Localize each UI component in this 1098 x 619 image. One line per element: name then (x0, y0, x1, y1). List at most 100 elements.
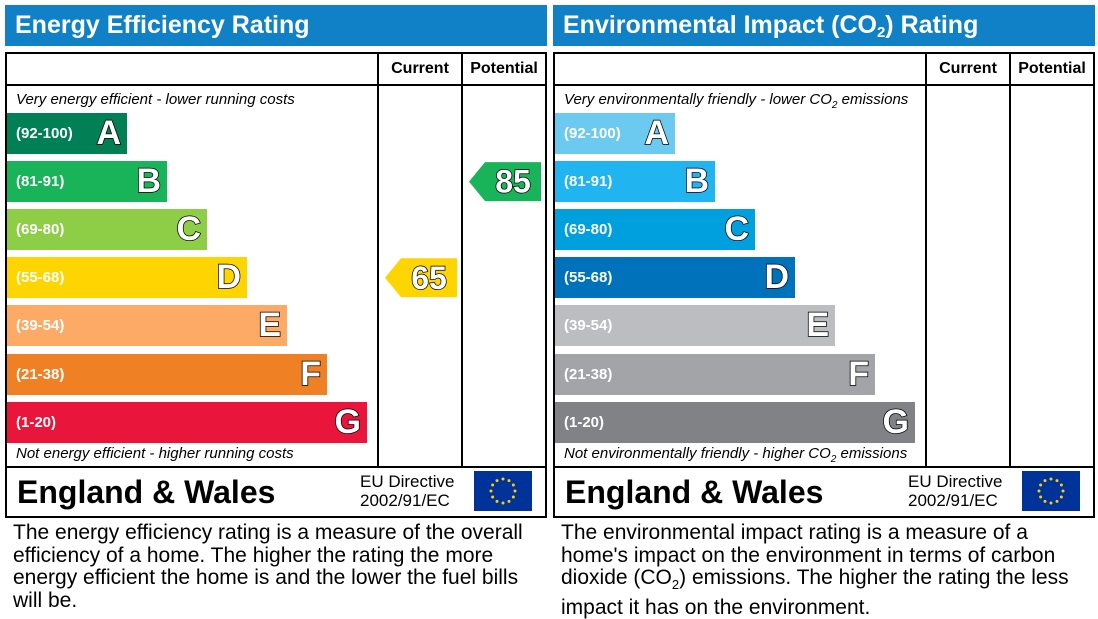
current-column-divider (925, 54, 927, 466)
flag-star (513, 489, 517, 493)
current-column-divider (377, 54, 379, 466)
band-range: (1-20) (16, 413, 57, 431)
environmental-impact-description: The environmental impact rating is a mea… (561, 521, 1069, 619)
energy-efficiency-footer: England & Wales EU Directive 2002/91/EC (5, 466, 547, 518)
flag-star (1039, 495, 1043, 499)
environmental-impact-footer: England & Wales EU Directive 2002/91/EC (553, 466, 1095, 518)
band-a: (92-100) A (7, 113, 127, 154)
flag-star (1049, 477, 1053, 481)
flag-star (1055, 499, 1059, 503)
band-range: (81-91) (16, 173, 65, 191)
band-range: (92-100) (564, 125, 621, 142)
energy-efficiency-description: The energy efficiency rating is a measur… (13, 521, 523, 612)
band-g: (1-20) G (7, 401, 367, 443)
band-letter: C (176, 209, 202, 249)
band-letter: B (136, 161, 162, 201)
band-range: (1-20) (564, 413, 605, 431)
band-c: (69-80) C (7, 209, 207, 251)
current-column-header: Current (939, 60, 997, 77)
environmental-impact-panel: Environmental Impact (CO2) Rating Curren… (553, 5, 1095, 618)
flag-star (1037, 489, 1041, 493)
flag-star (507, 499, 511, 503)
band-range: (55-68) (16, 269, 65, 287)
flag-star (1059, 483, 1063, 487)
band-letter: C (724, 209, 750, 249)
bottom-caption: Not environmentally friendly - higher CO… (564, 445, 908, 465)
band-letter: F (299, 354, 321, 394)
flag-star (501, 501, 505, 505)
region-label: England & Wales (565, 474, 824, 510)
flag-star (489, 489, 493, 493)
region-label: England & Wales (17, 474, 276, 510)
directive-line-2: 2002/91/EC (360, 491, 450, 510)
band-b: (81-91) B (7, 161, 167, 203)
directive-line-1: EU Directive (908, 472, 1003, 491)
potential-column-header: Potential (470, 60, 538, 77)
energy-efficiency-title: Energy Efficiency Rating (5, 5, 547, 46)
eu-flag-icon (474, 471, 532, 511)
potential-rating-arrow: 85 (469, 162, 541, 202)
band-range: (81-91) (564, 173, 613, 191)
header-divider (7, 84, 545, 86)
band-letter: G (882, 402, 910, 442)
flag-star (491, 483, 495, 487)
band-d: (55-68) D (555, 257, 795, 299)
arrow-value: 65 (411, 260, 447, 296)
eu-directive: EU Directive 2002/91/EC (360, 472, 454, 510)
flag-star (1039, 483, 1043, 487)
band-g: (1-20) G (555, 401, 915, 443)
band-range: (21-38) (16, 365, 65, 383)
header-divider (555, 84, 1093, 86)
band-letter: E (806, 306, 830, 346)
band-letter: F (847, 354, 869, 394)
energy-efficiency-chart: Current Potential Very energy efficient … (5, 52, 547, 468)
directive-line-2: 2002/91/EC (908, 491, 998, 510)
band-letter: A (644, 113, 670, 153)
band-d: (55-68) D (7, 257, 247, 299)
eu-directive: EU Directive 2002/91/EC (908, 472, 1002, 510)
arrow-shape (385, 258, 457, 298)
top-caption: Very energy efficient - lower running co… (16, 91, 295, 108)
energy-efficiency-panel: Energy Efficiency Rating Current Potenti… (5, 5, 547, 611)
band-range: (69-80) (564, 221, 613, 239)
band-f: (21-38) F (7, 353, 327, 395)
band-range: (21-38) (564, 365, 613, 383)
band-letter: D (216, 258, 242, 298)
band-letter: G (334, 402, 362, 442)
flag-star (1043, 479, 1047, 483)
band-letter: E (258, 306, 282, 346)
band-c: (69-80) C (555, 209, 755, 251)
rating-arrows: 65 85 (385, 162, 541, 298)
band-range: (39-54) (564, 317, 613, 335)
arrow-value: 85 (495, 164, 531, 200)
band-letter: B (684, 161, 710, 201)
flag-star (495, 499, 499, 503)
band-e: (39-54) E (555, 305, 835, 347)
flag-star (1043, 499, 1047, 503)
flag-star (1055, 479, 1059, 483)
flag-star (1061, 489, 1065, 493)
flag-star (491, 495, 495, 499)
bottom-caption: Not energy efficient - higher running co… (16, 445, 294, 462)
band-f: (21-38) F (555, 353, 875, 395)
flag-star (1049, 501, 1053, 505)
band-b: (81-91) B (555, 161, 715, 203)
current-column-header: Current (391, 60, 449, 77)
band-range: (69-80) (16, 221, 65, 239)
band-letter: A (96, 113, 122, 153)
potential-column-divider (1009, 54, 1011, 466)
current-rating-arrow: 65 (385, 258, 457, 298)
band-range: (39-54) (16, 317, 65, 335)
flag-star (1059, 495, 1063, 499)
flag-star (507, 479, 511, 483)
band-range: (92-100) (16, 125, 73, 142)
band-range: (55-68) (564, 269, 613, 287)
environmental-impact-title: Environmental Impact (CO2) Rating (553, 5, 1095, 46)
flag-star (501, 477, 505, 481)
environmental-impact-chart: Current Potential Very environmentally f… (553, 52, 1095, 468)
band-letter: D (764, 258, 790, 298)
eu-flag-icon (1022, 471, 1080, 511)
flag-star (511, 495, 515, 499)
potential-column-divider (461, 54, 463, 466)
flag-star (511, 483, 515, 487)
